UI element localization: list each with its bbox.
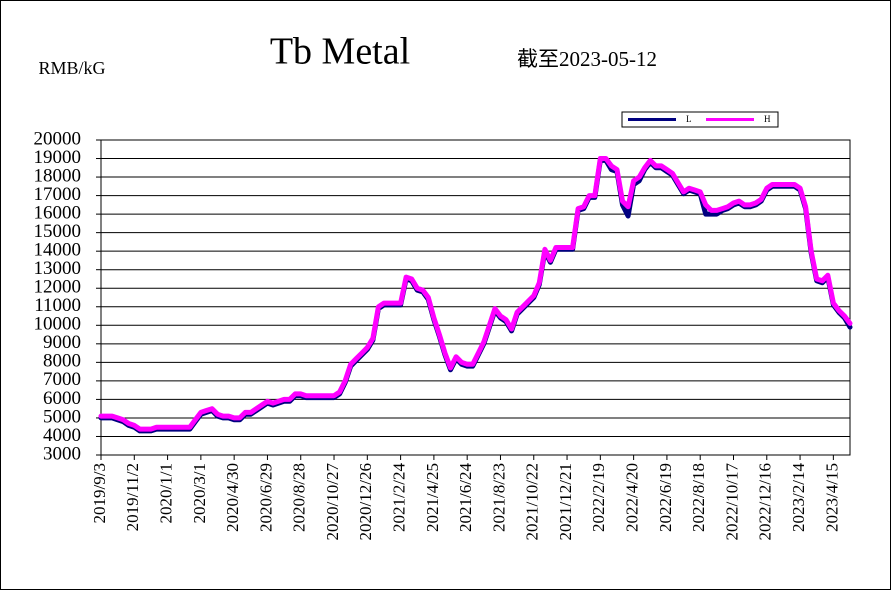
- x-tick-label: 2022/2/19: [589, 463, 608, 532]
- y-tick-label: 11000: [34, 295, 81, 316]
- y-tick-label: 3000: [43, 443, 81, 464]
- x-tick-label: 2021/10/22: [523, 463, 542, 540]
- y-tick-label: 18000: [34, 165, 82, 186]
- legend-label: L: [686, 114, 692, 124]
- legend: [621, 111, 779, 128]
- y-tick-label: 7000: [43, 369, 81, 390]
- legend-label: H: [764, 114, 771, 124]
- y-tick-label: 12000: [34, 277, 82, 298]
- x-tick-label: 2022/4/20: [623, 463, 642, 532]
- y-tick-label: 17000: [34, 184, 82, 205]
- x-tick-label: 2021/8/23: [489, 463, 508, 532]
- x-tick-label: 2022/12/16: [756, 463, 775, 540]
- x-tick-label: 2021/4/25: [423, 463, 442, 532]
- y-tick-label: 13000: [34, 258, 82, 279]
- series-line: [98, 156, 853, 432]
- y-tick-label: 16000: [34, 202, 82, 223]
- y-tick-label: 5000: [43, 406, 81, 427]
- chart-title: Tb Metal: [270, 31, 410, 73]
- x-tick-label: 2020/12/26: [356, 463, 375, 540]
- x-tick-label: 2019/11/2: [123, 463, 142, 531]
- x-tick-label: 2021/2/24: [390, 463, 409, 532]
- y-tick-label: 4000: [43, 425, 81, 446]
- x-tick-label: 2020/3/1: [190, 463, 209, 523]
- chart-subtitle: 截至2023-05-12: [517, 47, 657, 71]
- y-tick-label: 8000: [43, 351, 81, 372]
- x-tick-label: 2022/6/19: [656, 463, 675, 532]
- x-tick-label: 2020/8/28: [290, 463, 309, 532]
- x-tick-label: 2020/4/30: [223, 463, 242, 532]
- x-tick-label: 2022/8/18: [689, 463, 708, 532]
- x-tick-label: 2021/6/24: [456, 463, 475, 532]
- x-tick-label: 2020/6/29: [256, 463, 275, 532]
- y-tick-label: 15000: [34, 221, 82, 242]
- y-tick-label: 14000: [34, 240, 82, 261]
- x-tick-label: 2021/12/21: [556, 463, 575, 540]
- y-tick-label: 6000: [43, 388, 81, 409]
- y-tick-label: 20000: [34, 128, 82, 149]
- x-tick-label: 2019/9/3: [90, 463, 109, 523]
- x-tick-label: 2020/10/27: [323, 463, 342, 541]
- x-tick-label: 2020/1/1: [156, 463, 175, 523]
- y-axis-label: RMB/kG: [38, 58, 105, 78]
- x-tick-label: 2022/10/17: [722, 463, 741, 541]
- y-tick-label: 9000: [43, 332, 81, 353]
- y-tick-label: 10000: [34, 314, 82, 335]
- x-tick-label: 2023/4/15: [822, 463, 841, 532]
- x-tick-label: 2023/2/14: [789, 463, 808, 532]
- y-tick-label: 19000: [34, 147, 82, 168]
